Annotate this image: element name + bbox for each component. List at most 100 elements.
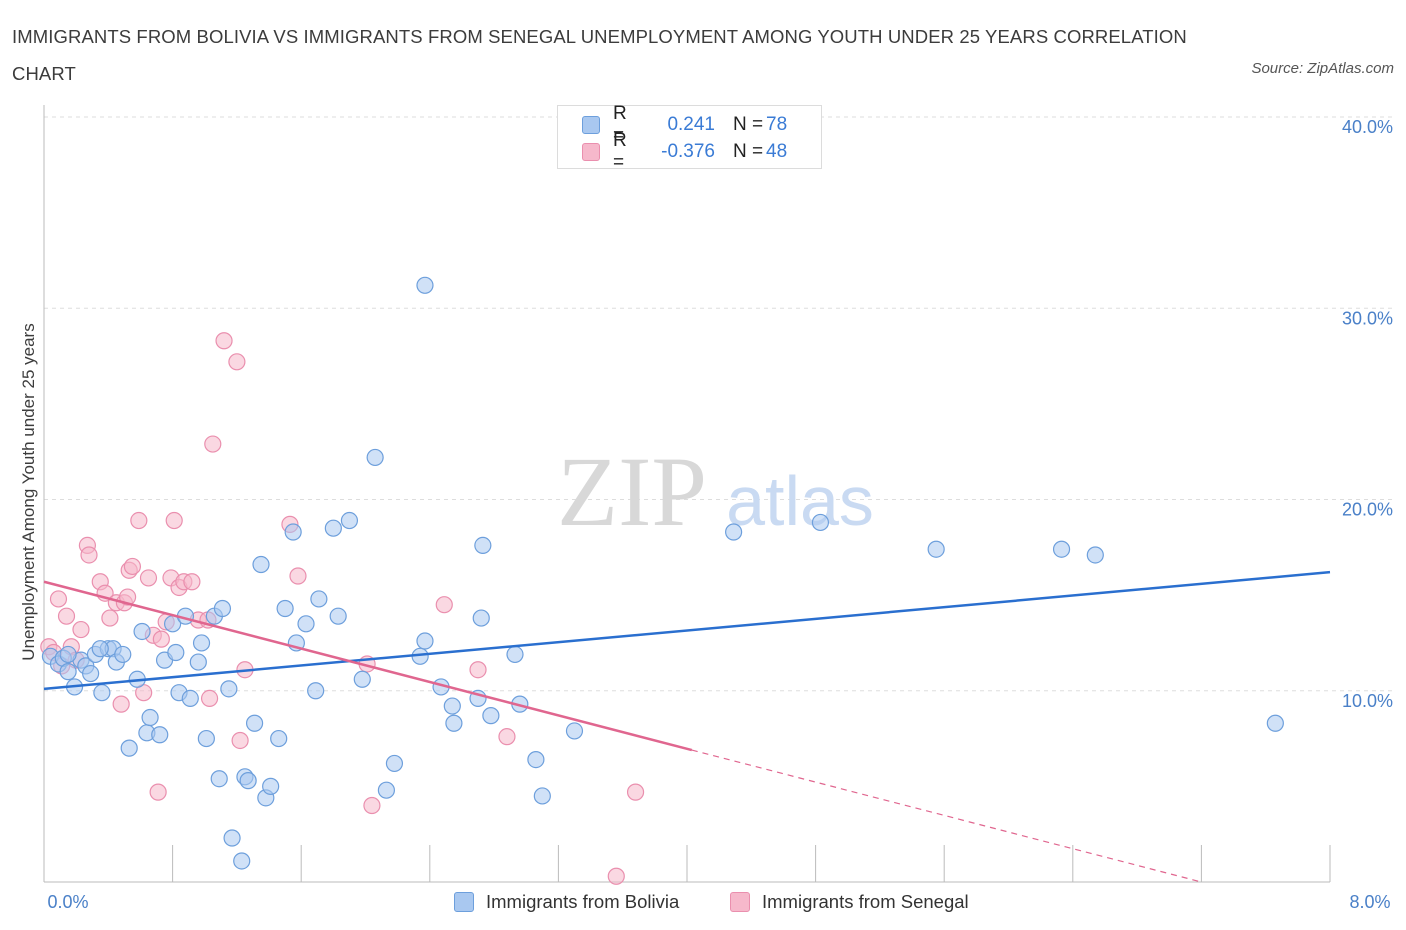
senegal-swatch bbox=[582, 143, 600, 161]
senegal-point bbox=[231, 731, 249, 750]
bolivia-point bbox=[192, 634, 211, 652]
senegal-point bbox=[139, 569, 158, 587]
bolivia-points bbox=[41, 276, 1284, 870]
r-value: 0.241 bbox=[667, 114, 715, 135]
bolivia-point bbox=[310, 590, 328, 608]
bolivia-point bbox=[239, 772, 257, 790]
senegal-trend-line bbox=[43, 580, 693, 752]
bolivia-point bbox=[210, 770, 228, 788]
bolivia-point bbox=[811, 513, 830, 532]
bolivia-point bbox=[189, 653, 207, 671]
bolivia-point bbox=[284, 523, 302, 541]
senegal-point bbox=[228, 353, 246, 371]
senegal-points bbox=[40, 332, 645, 885]
n-value: 78 bbox=[766, 114, 788, 135]
bolivia-point bbox=[1086, 546, 1104, 564]
senegal-point bbox=[607, 867, 625, 885]
legend-item-bolivia: Immigrants from Bolivia bbox=[454, 889, 679, 915]
legend-row-senegal: R = -0.376 N = 48 bbox=[582, 130, 788, 173]
bolivia-point bbox=[472, 609, 490, 627]
watermark-atlas: atlas bbox=[726, 462, 874, 540]
n-label: N = bbox=[733, 114, 764, 135]
y-tick-label: 30.0% bbox=[1342, 308, 1393, 328]
senegal-point bbox=[112, 695, 130, 713]
y-ticks: 10.0% 20.0% 30.0% 40.0% bbox=[1342, 117, 1393, 711]
bolivia-point bbox=[252, 555, 270, 574]
r-value: -0.376 bbox=[661, 141, 715, 162]
bolivia-point bbox=[93, 684, 111, 702]
r-label: R = bbox=[613, 103, 627, 146]
bolivia-swatch bbox=[582, 116, 600, 134]
chart-title: IMMIGRANTS FROM BOLIVIA VS IMMIGRANTS FR… bbox=[12, 26, 1187, 84]
bolivia-point bbox=[725, 523, 743, 541]
source-label: Source: ZipAtlas.com bbox=[1251, 60, 1394, 77]
bolivia-point bbox=[366, 448, 384, 467]
legend-row-bolivia: R = 0.241 N = 78 bbox=[582, 103, 788, 146]
senegal-point bbox=[130, 511, 148, 530]
senegal-trend-extension bbox=[691, 749, 1202, 883]
bolivia-point bbox=[245, 714, 264, 732]
bolivia-point bbox=[533, 787, 551, 805]
bolivia-point bbox=[114, 645, 132, 664]
bolivia-point bbox=[59, 663, 77, 681]
bolivia-point bbox=[307, 682, 325, 700]
bolivia-point bbox=[270, 729, 288, 748]
senegal-point bbox=[435, 596, 453, 614]
bolivia-point bbox=[1052, 540, 1071, 558]
y-tick-label: 40.0% bbox=[1342, 117, 1393, 137]
bolivia-point bbox=[223, 829, 241, 847]
bolivia-point bbox=[141, 708, 159, 727]
legend-item-senegal: Immigrants from Senegal bbox=[730, 889, 969, 915]
bolivia-point bbox=[181, 689, 199, 708]
bolivia-point bbox=[59, 645, 77, 664]
senegal-point bbox=[626, 783, 645, 801]
bolivia-legend-swatch bbox=[454, 892, 474, 912]
correlation-legend: R = 0.241 N = 78 R = -0.376 N = 48 bbox=[557, 103, 822, 173]
bolivia-point bbox=[474, 536, 492, 555]
senegal-point bbox=[72, 620, 90, 639]
bolivia-point bbox=[340, 511, 359, 530]
gridlines bbox=[44, 116, 1396, 692]
senegal-point bbox=[49, 590, 68, 608]
y-axis-label: Unemployment Among Youth under 25 years bbox=[19, 323, 38, 660]
senegal-legend-label: Immigrants from Senegal bbox=[762, 891, 969, 912]
senegal-point bbox=[165, 511, 183, 530]
bolivia-point bbox=[565, 722, 584, 740]
senegal-point bbox=[149, 783, 167, 801]
senegal-point bbox=[123, 557, 142, 576]
x-tick-label: 0.0% bbox=[47, 892, 88, 912]
x-tick-label: 8.0% bbox=[1349, 892, 1390, 912]
bolivia-point bbox=[233, 852, 251, 870]
watermark-zip: ZIP bbox=[557, 436, 707, 547]
y-tick-label: 20.0% bbox=[1342, 500, 1393, 520]
senegal-point bbox=[101, 609, 119, 627]
n-value: 48 bbox=[766, 141, 788, 162]
bolivia-point bbox=[482, 707, 500, 725]
bolivia-point bbox=[167, 643, 185, 662]
bolivia-point bbox=[353, 670, 371, 688]
n-label: N = bbox=[733, 141, 764, 162]
senegal-point bbox=[204, 435, 222, 453]
senegal-point bbox=[469, 661, 487, 679]
bolivia-point bbox=[297, 615, 315, 633]
senegal-point bbox=[289, 567, 307, 585]
senegal-point bbox=[215, 332, 233, 350]
bolivia-point bbox=[151, 726, 169, 744]
senegal-point bbox=[57, 607, 76, 625]
x-ticks: 0.0% 8.0% bbox=[43, 845, 1391, 912]
trend-lines bbox=[43, 570, 1331, 883]
senegal-point bbox=[363, 796, 381, 815]
bolivia-point bbox=[213, 599, 232, 618]
bolivia-point bbox=[197, 729, 215, 748]
senegal-point bbox=[152, 630, 170, 648]
bolivia-point bbox=[220, 680, 238, 698]
senegal-point bbox=[118, 588, 137, 606]
bolivia-trend-line bbox=[43, 570, 1331, 691]
senegal-point bbox=[183, 573, 201, 591]
senegal-legend-swatch bbox=[730, 892, 750, 912]
bolivia-point bbox=[377, 781, 395, 799]
bolivia-point bbox=[927, 540, 945, 558]
bolivia-point bbox=[91, 640, 109, 658]
bolivia-point bbox=[262, 777, 280, 795]
